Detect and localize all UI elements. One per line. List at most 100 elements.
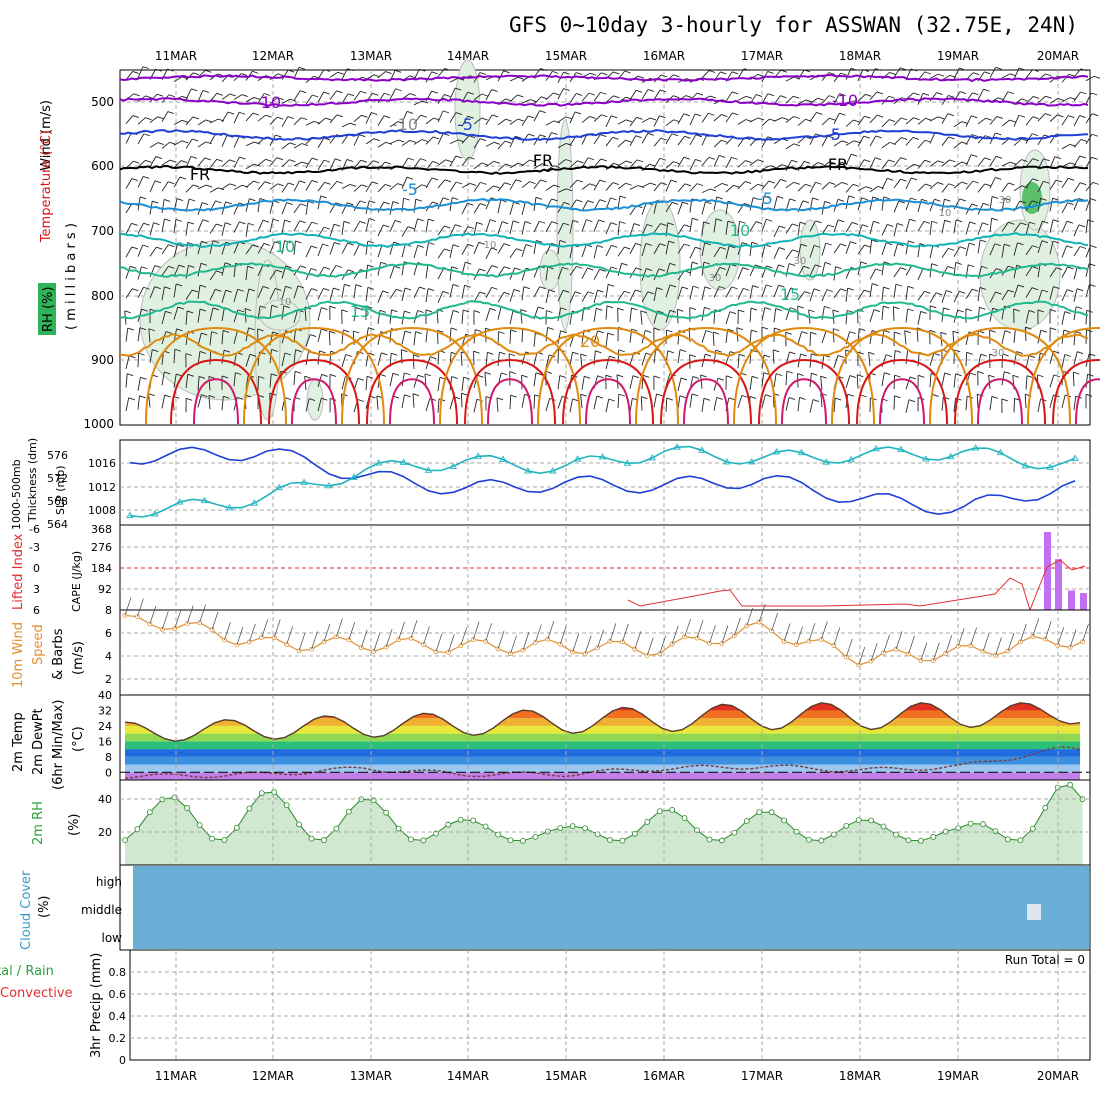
- wind-barb: [341, 184, 351, 189]
- wind-barb-flag: [596, 307, 603, 311]
- wind-barb-flag: [757, 183, 764, 187]
- wind-barb: [1073, 115, 1080, 127]
- wind-barb: [1024, 327, 1027, 342]
- wind-barb-flag: [1067, 266, 1074, 270]
- wind-barb: [605, 266, 612, 279]
- wind-barb-flag: [1076, 288, 1084, 292]
- wind-barb-flag: [921, 198, 928, 202]
- wind-barb-flag: [1091, 133, 1099, 137]
- wind-barb: [605, 398, 610, 413]
- wind-barb-flag: [610, 115, 618, 119]
- wind-barb-flag: [925, 183, 932, 187]
- wind-barb-flag: [853, 140, 861, 144]
- wind-barb: [269, 219, 274, 233]
- wind-barb: [653, 115, 660, 127]
- wind-barb-flag: [199, 308, 207, 312]
- wind-barb: [1013, 115, 1020, 127]
- wind-barb: [173, 265, 180, 277]
- wind-barb-flag: [833, 328, 840, 332]
- wind-barb-flag: [704, 306, 711, 310]
- wind-barb-flag: [181, 119, 189, 123]
- wind-barb: [857, 289, 865, 301]
- wind-barb-flag: [468, 156, 475, 160]
- wind-barb: [653, 182, 662, 192]
- contour-label: -5: [457, 115, 473, 134]
- wind-barb: [941, 372, 946, 387]
- rh-point: [569, 823, 576, 830]
- wind-barb-flag: [871, 283, 879, 286]
- wind-barb: [245, 180, 254, 188]
- wind-barb-flag: [982, 222, 989, 226]
- wind-barb-flag: [1043, 180, 1050, 184]
- wind-barb: [269, 373, 272, 388]
- wind-barb-flag: [288, 182, 295, 186]
- wind-barb: [173, 306, 179, 320]
- wind-barb: [725, 351, 731, 364]
- wind-barb-flag: [729, 245, 736, 249]
- wind-barb: [137, 353, 140, 368]
- wind-barb: [245, 288, 250, 303]
- wind-barb: [305, 288, 312, 300]
- wind-barb-flag: [489, 308, 497, 311]
- rh-point: [980, 821, 986, 827]
- wind-barb-flag: [829, 117, 836, 121]
- wind-barb-flag: [181, 76, 189, 80]
- date-label-top: 16MAR: [643, 49, 685, 63]
- wind-barb-flag: [641, 396, 648, 400]
- wind-barb-flag: [385, 183, 392, 187]
- wind-barb-flag: [1064, 311, 1071, 314]
- thickness-marker: [897, 445, 905, 453]
- wind-barb-flag: [979, 306, 986, 310]
- wind-barb: [893, 200, 900, 213]
- thickness-marker: [598, 453, 607, 460]
- wind-barb-flag: [1092, 113, 1099, 117]
- contour-label: -5: [757, 189, 773, 208]
- wind-barb-flag: [811, 372, 818, 376]
- wind-barb: [149, 93, 158, 103]
- wind-barb: [677, 286, 683, 300]
- wind-barb: [797, 99, 807, 105]
- wind-barb: [953, 141, 962, 149]
- wind-barb: [1001, 73, 1011, 79]
- wind-barb-flag: [1079, 246, 1087, 249]
- wind-barb-flag: [1043, 158, 1050, 162]
- wind-barb-flag: [732, 91, 739, 95]
- wind-barb: [209, 159, 218, 169]
- wind-barb: [437, 133, 444, 145]
- date-label-bottom: 16MAR: [643, 1069, 685, 1083]
- cloud-ylabel-b: (%): [37, 896, 52, 919]
- wind-barb: [941, 136, 949, 146]
- wind-barb: [773, 373, 777, 388]
- wind-barb: [580, 354, 583, 368]
- thickness-marker: [1071, 454, 1079, 461]
- thickness-marker: [996, 448, 1005, 456]
- wind-barb-flag: [311, 157, 319, 161]
- wind-barb: [1073, 68, 1082, 78]
- wind-barb: [533, 179, 541, 189]
- wind-barb: [197, 285, 201, 299]
- contour-line: [119, 74, 1089, 83]
- contour-line: [119, 232, 1089, 248]
- wind-barb: [785, 116, 794, 123]
- wind-barb: [149, 246, 157, 257]
- wind-barb: [941, 266, 949, 277]
- wind-barb: [701, 242, 706, 257]
- wind-barb-flag: [379, 373, 387, 377]
- wind-barb: [869, 135, 877, 147]
- wind-barb-flag: [432, 201, 439, 205]
- wind-barb: [209, 307, 214, 322]
- wind-barb-flag: [323, 69, 331, 72]
- wind-barb: [485, 219, 491, 233]
- wind-barb: [149, 265, 156, 278]
- wind-barb: [197, 157, 206, 167]
- wind-barb: [905, 240, 909, 255]
- wind-barb-flag: [574, 291, 582, 295]
- wind-barb-flag: [778, 284, 785, 288]
- wind-barb: [137, 377, 141, 391]
- warm-contour: [758, 358, 850, 425]
- wind-barb: [629, 185, 639, 190]
- wind-barb-flag: [966, 351, 973, 355]
- warm-contour: [1052, 358, 1100, 425]
- wind-barb-flag: [677, 308, 684, 312]
- wind-barb: [245, 112, 254, 122]
